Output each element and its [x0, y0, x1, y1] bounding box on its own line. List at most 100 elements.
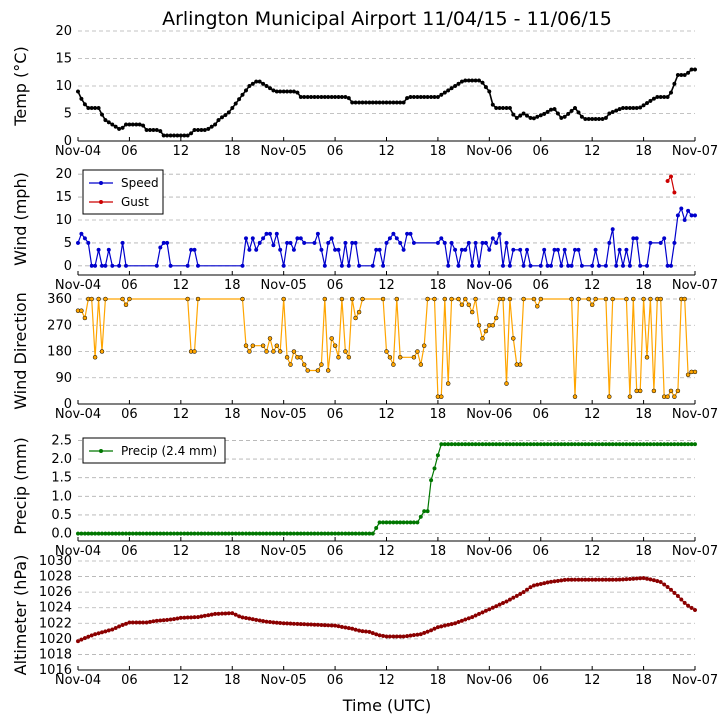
precip-data-point — [189, 531, 194, 536]
altimeter-data-point — [507, 597, 512, 602]
temp-data-point — [429, 94, 434, 100]
altimeter-data-point — [583, 577, 588, 582]
precip-legend-marker — [99, 449, 103, 453]
temp-data-point — [521, 111, 526, 116]
temp-data-point — [432, 94, 437, 100]
precip-data-point — [384, 520, 389, 525]
precip-data-point — [127, 531, 132, 536]
altimeter-data-point — [552, 579, 557, 584]
altimeter-data-point — [339, 624, 344, 629]
direction-data-point — [243, 343, 249, 348]
temp-data-point — [147, 127, 153, 133]
precip-data-point — [206, 531, 211, 536]
temp-x-tick-label: 12 — [173, 144, 190, 159]
wind-y-tick-label: 15 — [55, 190, 72, 205]
direction-data-point — [82, 315, 88, 321]
temp-data-point — [459, 79, 464, 84]
precip-data-point — [295, 531, 300, 536]
altimeter-data-point — [603, 577, 608, 582]
temp-data-point — [103, 118, 108, 123]
altimeter-data-point — [569, 577, 574, 582]
precip-data-point — [182, 531, 187, 536]
precip-panel: 0.0 0.5 1.0 1.5 2.0 2.5 Nov-04 06 12 18 Nov-05 06 12… — [11, 433, 718, 559]
altimeter-data-point — [377, 633, 382, 638]
altimeter-data-point — [572, 577, 578, 582]
altimeter-data-point — [226, 611, 231, 616]
altimeter-data-point — [453, 621, 458, 626]
precip-data-point — [572, 442, 578, 447]
precip-data-point — [542, 442, 547, 447]
precip-data-point — [648, 442, 653, 447]
wind-legend-label: Gust — [121, 195, 149, 209]
precip-data-point — [291, 531, 296, 536]
wind-data-point — [665, 263, 670, 268]
chart-title: Arlington Municipal Airport 11/04/15 - 1… — [162, 8, 612, 30]
wind-data-point — [446, 263, 451, 268]
altimeter-data-point — [497, 602, 502, 607]
direction-data-point — [432, 296, 437, 302]
temp-data-point — [590, 116, 595, 122]
direction-x-tick-label: Nov-05 — [261, 407, 307, 422]
precip-y-tick-label: 2.0 — [51, 452, 72, 467]
altimeter-data-point — [144, 620, 149, 625]
altimeter-x-tick-label: Nov-07 — [672, 673, 718, 688]
direction-data-point — [480, 336, 485, 341]
temp-data-point — [322, 94, 327, 100]
wind-data-point — [593, 247, 598, 252]
direction-data-point — [305, 368, 310, 373]
precip-data-point — [528, 442, 533, 447]
precip-data-point — [552, 442, 557, 447]
wind-data-point — [161, 240, 166, 245]
wind-data-point — [576, 247, 581, 252]
altimeter-data-point — [137, 620, 142, 625]
temp-data-point — [377, 100, 382, 105]
temp-data-point — [96, 105, 101, 111]
precip-data-point — [106, 531, 111, 536]
altimeter-data-point — [298, 622, 303, 627]
precip-y-tick-label: 2.5 — [51, 433, 72, 448]
temp-data-point — [473, 78, 478, 83]
temp-data-point — [243, 88, 249, 93]
altimeter-data-point — [627, 576, 632, 582]
altimeter-data-point — [247, 616, 252, 621]
precip-data-point — [147, 531, 153, 536]
wind-data-point — [610, 227, 615, 232]
altimeter-data-point — [644, 576, 650, 581]
direction-data-point — [329, 336, 334, 341]
temp-data-point — [161, 133, 166, 138]
altimeter-data-point — [600, 577, 605, 582]
temp-x-tick-label: 06 — [121, 144, 138, 159]
wind-x-tick-label: 12 — [173, 278, 190, 293]
precip-data-point — [466, 442, 471, 447]
precip-y-tick-label: 0.5 — [51, 508, 72, 523]
temp-data-point — [648, 98, 653, 103]
altimeter-data-point — [329, 623, 334, 628]
precip-data-point — [401, 520, 406, 525]
wind-data-point — [240, 263, 245, 268]
temp-data-point — [504, 105, 509, 111]
altimeter-data-point — [127, 620, 132, 625]
wind-data-point — [99, 263, 105, 268]
wind-data-point — [559, 263, 564, 268]
precip-data-point — [93, 531, 98, 536]
wind-data-point — [96, 247, 101, 252]
wind-data-point — [319, 247, 324, 252]
temp-data-point — [353, 100, 358, 105]
altimeter-data-point — [192, 615, 197, 620]
precip-data-point — [285, 531, 290, 536]
temp-data-point — [641, 103, 646, 108]
wind-data-point — [336, 247, 341, 252]
direction-y-tick-label: 0 — [64, 397, 72, 412]
temp-data-point — [93, 105, 98, 111]
wind-data-point — [668, 174, 674, 179]
temp-data-point — [264, 83, 269, 89]
temp-data-point — [535, 114, 540, 119]
wind-data-point — [295, 236, 300, 241]
direction-y-tick-label: 270 — [47, 318, 72, 333]
temp-y-tick-label: 20 — [55, 24, 72, 39]
wind-data-point — [617, 247, 622, 252]
wind-data-point — [682, 217, 687, 223]
altimeter-data-point — [449, 622, 454, 627]
temp-data-point — [110, 122, 115, 127]
